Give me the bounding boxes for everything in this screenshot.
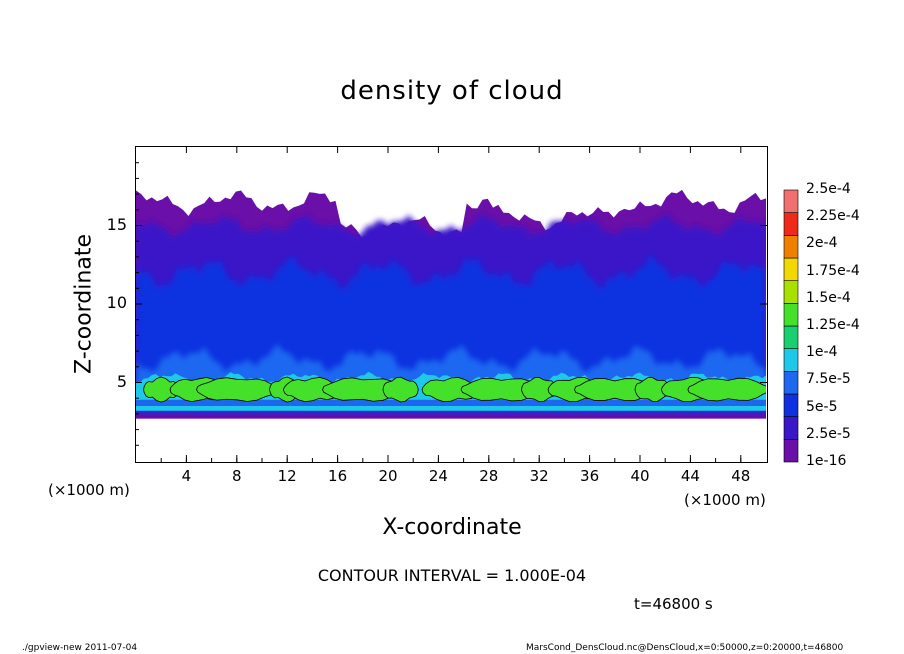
colorbar-label: 7.5e-5 <box>806 371 851 388</box>
dense-layer-base <box>136 399 766 407</box>
dense-cloud-patch <box>574 378 656 401</box>
dense-cloud-patch <box>282 377 342 403</box>
axis-ticks <box>135 146 767 462</box>
dense-cloud-patch <box>460 377 543 402</box>
colorbar-label: 5e-5 <box>806 398 838 415</box>
x-tick-label: 48 <box>731 467 751 485</box>
x-tick-label: 28 <box>479 467 499 485</box>
x-tick-label: 16 <box>328 467 348 485</box>
dense-cloud-patch <box>421 377 481 403</box>
density-field <box>136 189 766 419</box>
colorbar-swatch <box>783 257 799 281</box>
colorbar-swatch <box>783 325 799 349</box>
time-label: t=46800 s <box>634 595 713 613</box>
y-tick-label: 15 <box>106 214 127 234</box>
colorbar <box>783 189 799 463</box>
x-unit-label-right: (×1000 m) <box>684 491 766 509</box>
colorbar-swatch <box>783 371 799 395</box>
x-tick-label: 36 <box>580 467 600 485</box>
dense-cloud-patch <box>521 376 558 403</box>
y-axis-label: Z-coordinate <box>71 234 97 374</box>
dense-cloud-patch <box>322 377 404 402</box>
y-tick-label: 10 <box>106 293 127 312</box>
x-tick-label: 8 <box>232 467 242 485</box>
dense-cloud-patch <box>143 376 180 403</box>
colorbar-swatch <box>783 280 799 304</box>
x-unit-label-left: (×1000 m) <box>48 481 130 499</box>
x-axis-label: X-coordinate <box>382 515 522 540</box>
colorbar-label: 2e-4 <box>806 235 838 252</box>
x-tick-label: 4 <box>181 467 192 485</box>
chart-title: density of cloud <box>340 76 564 106</box>
colorbar-swatch <box>783 303 799 327</box>
x-tick-label: 20 <box>378 467 398 485</box>
colorbar-swatch <box>783 393 799 417</box>
colorbar-label: 1e-4 <box>806 344 838 361</box>
colorbar-label: 1.25e-4 <box>806 317 860 333</box>
footer-right: MarsCond_DensCloud.nc@DensCloud,x=0:5000… <box>526 643 844 653</box>
contour-interval-label: CONTOUR INTERVAL = 1.000E-04 <box>317 566 587 585</box>
colorbar-label: 1.5e-4 <box>806 289 851 306</box>
y-tick-label: 5 <box>116 371 127 391</box>
colorbar-label: 2.5e-5 <box>806 425 851 442</box>
dense-cloud-patch <box>382 376 419 403</box>
dense-cloud-patch <box>634 377 671 403</box>
dense-cloud-patch <box>196 377 278 402</box>
colorbar-label: 1e-16 <box>806 453 847 469</box>
colorbar-swatch <box>783 212 799 236</box>
x-tick-label: 40 <box>630 467 650 485</box>
colorbar-label: 2.25e-4 <box>806 208 860 225</box>
x-tick-label: 32 <box>529 467 549 485</box>
colorbar-swatch <box>783 235 799 259</box>
x-tick-label: 12 <box>277 467 297 485</box>
colorbar-swatch <box>783 416 799 440</box>
x-tick-label: 24 <box>428 467 448 485</box>
colorbar-swatch <box>783 439 799 463</box>
colorbar-label: 2.5e-4 <box>806 181 851 197</box>
dense-cloud-patch <box>687 377 766 402</box>
footer-left: ./gpview-new 2011-07-04 <box>22 643 138 653</box>
colorbar-swatch <box>783 348 799 372</box>
colorbar-swatch <box>783 189 799 213</box>
x-tick-label: 44 <box>680 467 700 485</box>
colorbar-label: 1.75e-4 <box>806 262 860 279</box>
